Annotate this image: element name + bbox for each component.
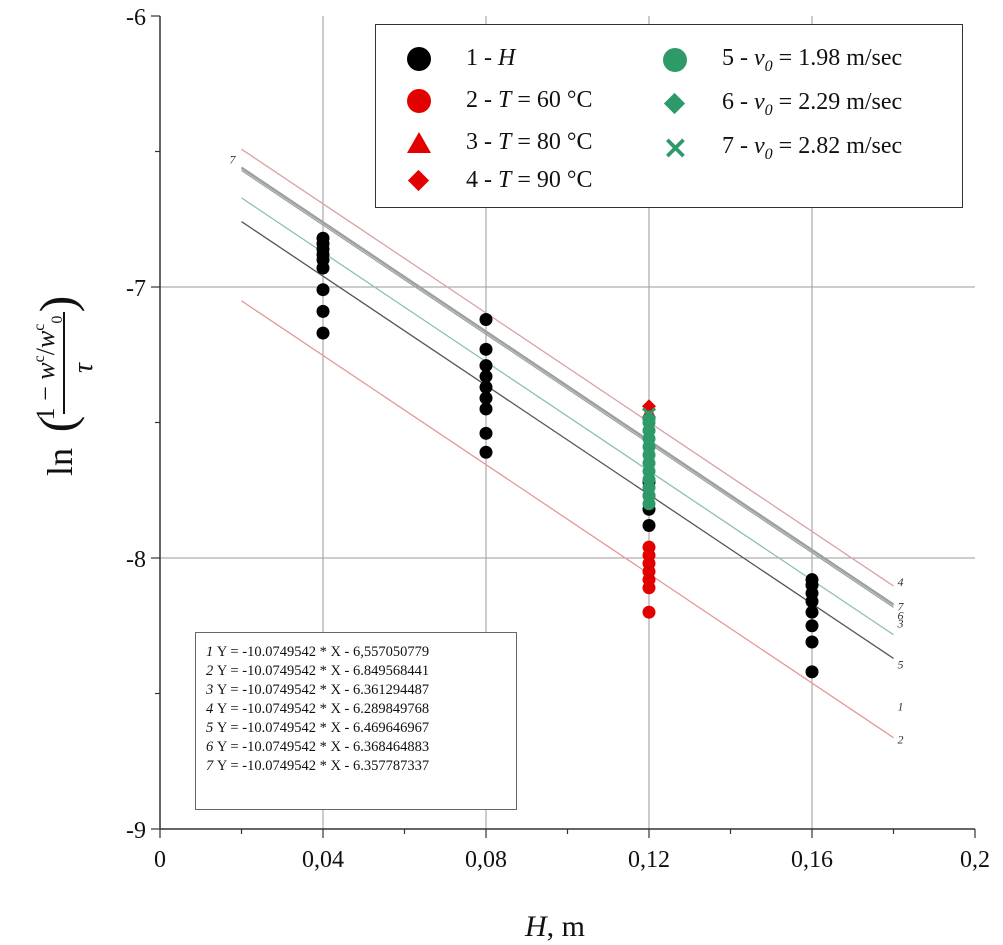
fit-line-label: 3 [897, 616, 904, 630]
point-series-1 [805, 594, 819, 608]
legend-label: 7 - v0 = 2.82 m/sec [722, 133, 903, 163]
fit-line-6 [241, 169, 894, 608]
legend-marker-circle [662, 47, 688, 73]
legend-marker-diamond [406, 168, 432, 194]
x-tick-label: 0,04 [302, 847, 344, 873]
point-series-1 [479, 313, 493, 327]
x-tick-label: 0 [154, 847, 166, 873]
fit-line-label: 6 [898, 608, 904, 622]
point-series-1 [316, 304, 330, 318]
x-marker-icon: × [662, 128, 689, 167]
fit-line-label: 5 [898, 658, 904, 672]
circle-marker-icon [407, 88, 431, 113]
point-series-2 [642, 605, 656, 619]
legend-item: 2 - T = 60 °C [406, 87, 593, 114]
point-series-1 [316, 326, 330, 340]
equation-line: 6 Y = -10.0749542 * X - 6.368464883 [206, 739, 430, 755]
point-series-1 [642, 518, 656, 532]
legend-marker-diamond [662, 91, 688, 117]
x-tick-label: 0,08 [465, 847, 507, 873]
x-tick-label: 0,2 [960, 847, 990, 873]
point-series-1 [316, 283, 330, 297]
point-series-1 [805, 619, 819, 633]
fit-line-label: 2 [898, 733, 904, 747]
circle-marker-icon [407, 46, 431, 71]
legend-item: 4 - T = 90 °C [406, 167, 593, 194]
y-tick-label: -7 [126, 276, 146, 302]
equation-line: 5 Y = -10.0749542 * X - 6.469646967 [206, 720, 430, 736]
x-tick-label: 0,16 [791, 847, 833, 873]
point-series-1 [479, 342, 493, 356]
point-series-1 [805, 635, 819, 649]
point-series-1 [479, 426, 493, 440]
y-tick-label: -8 [126, 547, 146, 573]
equation-line: 1 Y = -10.0749542 * X - 6,557050779 [206, 644, 430, 660]
legend-item: 6 - v0 = 2.29 m/sec [662, 89, 902, 120]
svg-text:(: ( [29, 416, 85, 433]
equation-line: 2 Y = -10.0749542 * X - 6.849568441 [206, 663, 430, 679]
svg-text:): ) [29, 296, 85, 313]
legend-label: 2 - T = 60 °C [466, 87, 593, 113]
point-series-1 [805, 665, 819, 679]
x-stroke [641, 407, 657, 422]
legend-marker-circle [406, 46, 432, 72]
point-series-2 [642, 581, 656, 595]
legend: 1 - H 2 - T = 60 °C 3 - T = 80 °C 4 - T = 9… [375, 24, 963, 208]
fit-line-label: 7 [230, 153, 237, 167]
legend-item: 1 - H [406, 45, 515, 72]
legend-item: × 7 - v0 = 2.82 m/sec [662, 129, 903, 165]
axes [151, 15, 976, 838]
legend-label: 1 - H [466, 45, 516, 71]
x-tick-label: 0,12 [628, 847, 670, 873]
svg-text:τ: τ [68, 362, 99, 373]
svg-text:1 − wc/wc0: 1 − wc/wc0 [31, 316, 66, 421]
equations-box: 1 Y = -10.0749542 * X - 6,557050779 2 Y =… [195, 632, 517, 810]
legend-label: 6 - v0 = 2.29 m/sec [722, 89, 903, 119]
legend-item: 3 - T = 80 °C [406, 129, 593, 156]
point-series-7 [641, 407, 657, 422]
legend-marker-circle [406, 88, 432, 114]
fit-line-1 [241, 221, 894, 659]
equation-line: 7 Y = -10.0749542 * X - 6.357787337 [206, 758, 430, 774]
point-series-1 [479, 359, 493, 373]
point-series-1 [479, 391, 493, 405]
equation-line: 3 Y = -10.0749542 * X - 6.361294487 [206, 682, 430, 698]
legend-label: 5 - v0 = 1.98 m/sec [722, 45, 903, 75]
fit-line-label: 1 [898, 699, 904, 713]
circle-marker-icon [663, 48, 687, 73]
y-tick-label: -9 [126, 818, 146, 844]
fit-line-4 [241, 148, 894, 587]
point-series-1 [805, 605, 819, 619]
fit-line-label: 7 [898, 599, 905, 613]
legend-label: 4 - T = 90 °C [466, 167, 593, 193]
diamond-marker-icon [663, 93, 686, 115]
diamond-marker-icon [407, 169, 430, 191]
point-series-1 [479, 445, 493, 459]
equation-line: 4 Y = -10.0749542 * X - 6.289849768 [206, 701, 430, 717]
x-axis-label: H, m [524, 910, 585, 943]
point-series-5 [642, 497, 656, 511]
point-series-6 [642, 410, 656, 425]
legend-item: 5 - v0 = 1.98 m/sec [662, 45, 902, 76]
legend-marker-x: × [662, 129, 689, 165]
triangle-marker-icon [407, 131, 431, 153]
point-series-1 [479, 402, 493, 416]
y-tick-label: -6 [126, 5, 146, 31]
fit-line-label: 4 [898, 575, 904, 589]
legend-marker-triangle [406, 130, 432, 156]
svg-text:ln: ln [40, 448, 80, 476]
data-points [316, 231, 819, 679]
fit-line-7 [240, 166, 895, 606]
point-series-1 [479, 380, 493, 394]
tick-labels: 0 0,04 0,08 0,12 0,16 0,2 -9 -8 -7 -6 [126, 5, 990, 873]
y-axis-label: ln ( 1 − wc/wc0 τ ) [29, 296, 99, 476]
point-series-1 [479, 369, 493, 383]
fit-line-2 [241, 300, 894, 739]
point-series-1 [316, 261, 330, 275]
fit-line-5 [241, 197, 894, 636]
legend-label: 3 - T = 80 °C [466, 129, 593, 155]
